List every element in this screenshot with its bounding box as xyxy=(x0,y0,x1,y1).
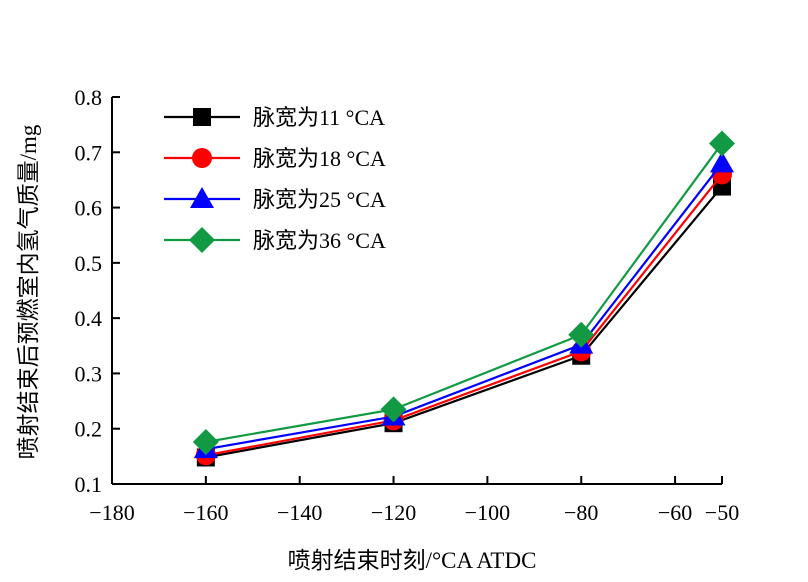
y-axis-title: 喷射结束后预燃室内氢气质量/mg xyxy=(16,124,41,459)
legend-marker xyxy=(189,227,215,253)
data-point xyxy=(710,151,734,173)
x-tick-label: −100 xyxy=(465,500,510,525)
y-tick-label: 0.3 xyxy=(75,361,103,386)
x-tick-label: −60 xyxy=(658,500,692,525)
x-tick-label: −180 xyxy=(89,500,134,525)
data-point xyxy=(568,321,595,348)
legend-item: 脉宽为25 °CA xyxy=(164,187,386,212)
y-tick-label: 0.8 xyxy=(75,85,103,110)
series-1 xyxy=(196,177,731,467)
y-tick-label: 0.2 xyxy=(75,417,103,442)
y-tick-label: 0.5 xyxy=(75,251,103,276)
x-axis-title: 喷射结束时刻/°CA ATDC xyxy=(288,548,537,573)
legend-label: 脉宽为25 °CA xyxy=(253,187,386,212)
series-4 xyxy=(192,130,735,455)
legend-marker xyxy=(193,108,211,126)
y-tick-label: 0.4 xyxy=(75,306,103,331)
legend-item: 脉宽为36 °CA xyxy=(164,227,386,253)
x-axis: −180 −160 −140 −120 −100 −80 −60 −50 xyxy=(89,476,739,525)
y-tick-label: 0.7 xyxy=(75,140,103,165)
y-axis: 0.1 0.2 0.3 0.4 0.5 0.6 0.7 0.8 xyxy=(75,85,120,497)
y-tick-label: 0.6 xyxy=(75,196,103,221)
legend-marker xyxy=(190,187,214,208)
legend-marker xyxy=(192,148,212,168)
data-point xyxy=(192,428,219,455)
series-line xyxy=(205,162,723,451)
y-tick-label: 0.1 xyxy=(75,472,103,497)
legend: 脉宽为11 °CA 脉宽为18 °CA 脉宽为25 °CA 脉宽为36 °CA xyxy=(164,105,386,253)
series-line xyxy=(205,173,723,457)
x-tick-label: −50 xyxy=(705,500,739,525)
x-tick-label: −140 xyxy=(277,500,322,525)
legend-label: 脉宽为18 °CA xyxy=(253,146,386,171)
x-tick-label: −160 xyxy=(183,500,228,525)
series-layer xyxy=(192,130,735,467)
series-line xyxy=(205,142,723,444)
data-point xyxy=(709,130,735,157)
x-tick-label: −80 xyxy=(564,500,598,525)
legend-label: 脉宽为11 °CA xyxy=(253,105,385,130)
legend-label: 脉宽为36 °CA xyxy=(253,228,386,253)
legend-item: 脉宽为11 °CA xyxy=(164,105,385,130)
x-tick-label: −120 xyxy=(371,500,416,525)
legend-item: 脉宽为18 °CA xyxy=(164,146,386,171)
series-line xyxy=(205,185,723,459)
data-point xyxy=(380,396,407,423)
